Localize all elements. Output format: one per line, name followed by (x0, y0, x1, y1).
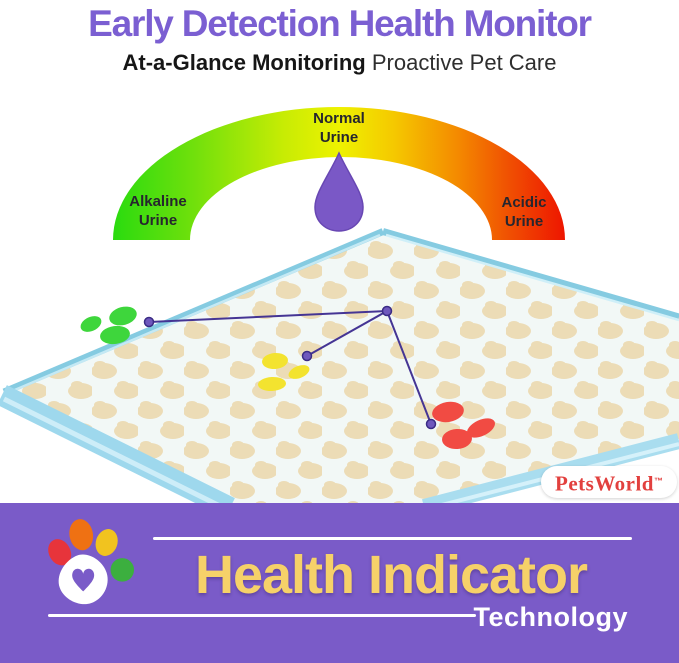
trademark-symbol: ™ (654, 476, 663, 486)
subtitle-bold: At-a-Glance Monitoring (122, 50, 366, 75)
page-subtitle: At-a-Glance Monitoring Proactive Pet Car… (0, 50, 679, 76)
paw-print-green (80, 306, 137, 345)
ph-gauge (113, 107, 565, 240)
connector-lines (148, 310, 432, 425)
divider-top (153, 537, 632, 540)
urine-drop-icon (314, 151, 364, 232)
banner-subheading: Technology (473, 602, 628, 632)
pad-edge-top-left (2, 228, 385, 396)
pad-edge-top-right (382, 228, 679, 321)
paw-heart-icon (48, 519, 135, 605)
paw-print-red (432, 401, 496, 450)
brand-logo: PetsWorld™ (541, 466, 677, 498)
connector-dots (143, 305, 437, 430)
divider-bottom (48, 614, 476, 617)
banner-heading: Health Indicator (194, 545, 588, 605)
bottom-banner: Health Indicator Technology (0, 503, 679, 663)
gauge-label-normal: Normal Urine (313, 110, 365, 146)
page-title: Early Detection Health Monitor (88, 3, 592, 44)
subtitle-rest: Proactive Pet Care (365, 50, 557, 75)
heart-icon (72, 568, 95, 592)
paw-print-yellow (258, 352, 310, 392)
gauge-label-acidic: Acidic Urine (501, 194, 547, 230)
pet-pad-illustration (0, 228, 679, 512)
pad-edge-bottom-left (0, 385, 235, 512)
brand-name: PetsWorld (555, 471, 654, 496)
gauge-arc (113, 107, 565, 240)
gauge-label-alkaline: Alkaline Urine (129, 193, 187, 229)
